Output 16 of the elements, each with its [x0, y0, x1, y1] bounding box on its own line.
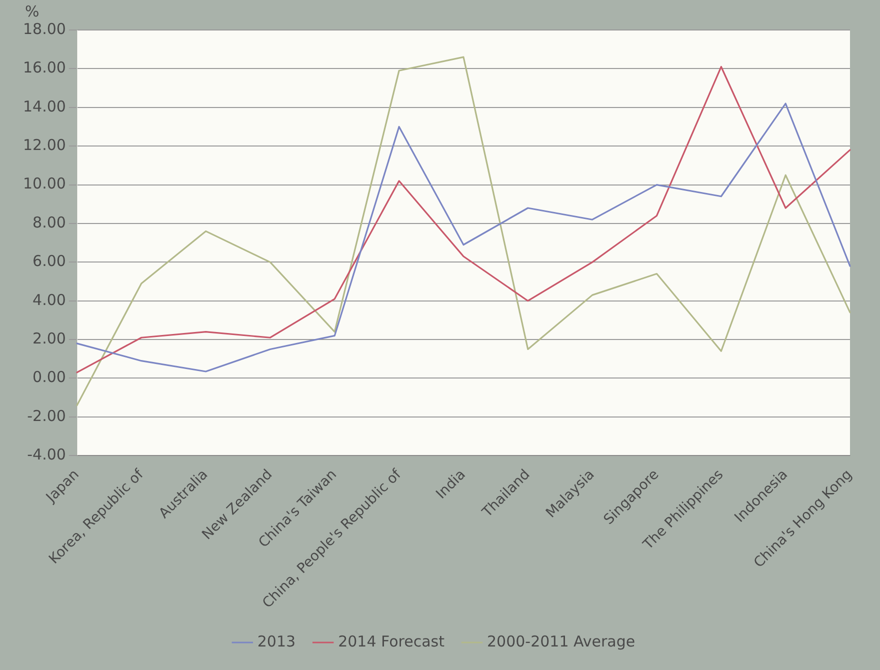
y-tick-label: 18.00 [22, 20, 66, 38]
y-tick-label: 12.00 [22, 136, 66, 154]
y-tick-label: 0.00 [32, 368, 66, 386]
y-tick-label: 4.00 [32, 290, 66, 309]
legend-label: 2013 [257, 632, 296, 650]
y-tick-label: 14.00 [22, 97, 66, 116]
y-tick-label: 8.00 [32, 213, 66, 232]
y-tick-label: -2.00 [27, 406, 66, 425]
y-tick-label: 16.00 [22, 58, 66, 77]
y-tick-label: -4.00 [27, 446, 66, 464]
y-tick-label: 2.00 [32, 329, 66, 348]
y-axis-title: % [24, 2, 40, 20]
y-tick-label: 10.00 [22, 174, 66, 193]
legend-label: 2000-2011 Average [486, 632, 636, 650]
legend-label: 2014 Forecast [338, 632, 445, 650]
y-tick-label: 6.00 [32, 252, 66, 270]
